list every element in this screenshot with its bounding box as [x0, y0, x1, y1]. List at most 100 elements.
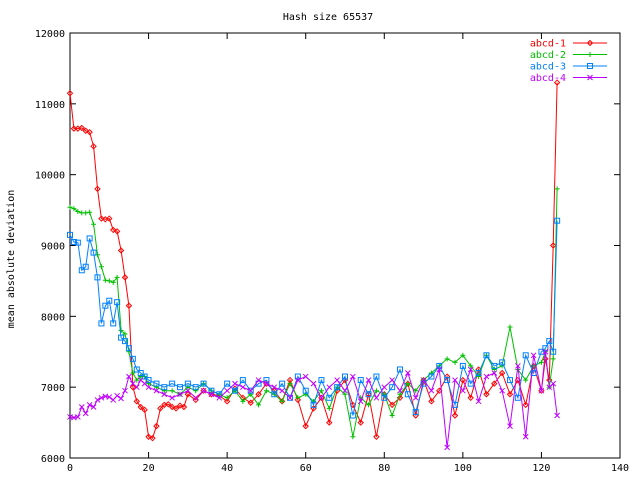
data-point	[413, 388, 419, 394]
data-point	[499, 387, 505, 394]
data-point	[90, 249, 97, 256]
series-abcd-2	[67, 186, 560, 440]
data-point	[491, 380, 498, 387]
data-point	[98, 215, 105, 222]
data-point	[78, 124, 85, 132]
data-point	[530, 370, 537, 376]
data-point	[177, 384, 183, 391]
data-point	[247, 387, 254, 394]
y-tick-label: 8000	[41, 312, 65, 323]
data-point	[318, 388, 324, 394]
data-point	[475, 398, 482, 405]
data-point	[546, 338, 553, 345]
data-point	[78, 404, 85, 410]
data-point	[98, 264, 104, 270]
data-point	[106, 394, 113, 400]
data-point	[334, 377, 340, 383]
data-point	[443, 373, 451, 380]
data-point	[357, 377, 364, 384]
data-point	[129, 355, 136, 362]
x-tick-label: 40	[221, 463, 233, 474]
data-point	[82, 410, 89, 417]
data-point	[118, 334, 125, 341]
data-point	[342, 373, 348, 380]
data-point	[113, 228, 121, 235]
data-point	[98, 394, 105, 401]
data-point	[483, 373, 490, 380]
data-point	[554, 412, 560, 419]
data-point	[542, 348, 549, 355]
data-point	[444, 377, 451, 384]
data-point	[94, 274, 101, 281]
data-point	[554, 186, 560, 192]
data-point	[110, 320, 117, 327]
data-point	[389, 413, 395, 418]
data-point	[161, 388, 167, 394]
data-point	[71, 206, 77, 212]
data-point	[86, 402, 93, 408]
data-point	[357, 419, 364, 426]
data-point	[165, 400, 172, 408]
data-point	[130, 370, 136, 376]
data-point	[326, 419, 333, 426]
data-point	[102, 277, 108, 283]
data-point	[550, 242, 557, 249]
data-point	[247, 399, 254, 406]
data-point	[208, 387, 215, 394]
legend-marker	[587, 52, 593, 57]
data-point	[192, 394, 199, 401]
y-tick-label: 9000	[41, 242, 65, 253]
data-point	[460, 352, 466, 358]
data-point	[168, 403, 176, 411]
data-point	[444, 356, 450, 362]
data-point	[224, 380, 231, 387]
data-point	[365, 377, 372, 383]
data-point	[350, 434, 356, 440]
axis-ticks: 0 20 40 60 80 100 120 140 6000 7000 8000 9000 10000 1…	[35, 29, 629, 474]
data-point	[75, 209, 81, 214]
data-point	[263, 388, 269, 394]
data-point	[428, 398, 435, 405]
data-point	[121, 274, 129, 281]
y-tick-label: 12000	[35, 29, 65, 40]
data-point	[70, 238, 77, 245]
data-point	[334, 384, 341, 391]
data-point	[122, 331, 128, 337]
series-abcd-3	[67, 217, 561, 419]
data-point	[522, 352, 529, 359]
data-point	[436, 366, 443, 373]
data-point	[153, 380, 160, 387]
legend-label: abcd-2	[530, 50, 566, 61]
y-tick-label: 7000	[41, 383, 65, 394]
series-abcd-1	[66, 79, 561, 442]
data-point	[553, 79, 561, 86]
data-point	[468, 363, 474, 369]
data-point	[153, 422, 160, 430]
data-point	[428, 387, 435, 394]
data-point	[125, 302, 133, 309]
data-point	[507, 423, 513, 429]
data-point	[256, 402, 262, 408]
data-point	[428, 370, 434, 376]
data-point	[83, 210, 89, 216]
data-point	[114, 299, 121, 306]
data-point	[460, 387, 466, 394]
data-point	[118, 328, 124, 333]
data-point	[467, 380, 474, 387]
y-tick-label: 11000	[35, 100, 65, 111]
data-point	[444, 444, 450, 451]
data-point	[420, 377, 427, 383]
data-point	[114, 274, 120, 280]
data-point	[310, 380, 317, 387]
x-tick-label: 0	[67, 463, 73, 474]
data-point	[271, 391, 278, 398]
data-point	[389, 384, 396, 391]
data-point	[90, 404, 97, 410]
data-point	[232, 387, 238, 394]
data-point	[153, 387, 160, 394]
data-point	[279, 398, 285, 404]
data-point	[110, 226, 117, 234]
data-point	[153, 384, 159, 390]
data-point	[117, 247, 125, 254]
